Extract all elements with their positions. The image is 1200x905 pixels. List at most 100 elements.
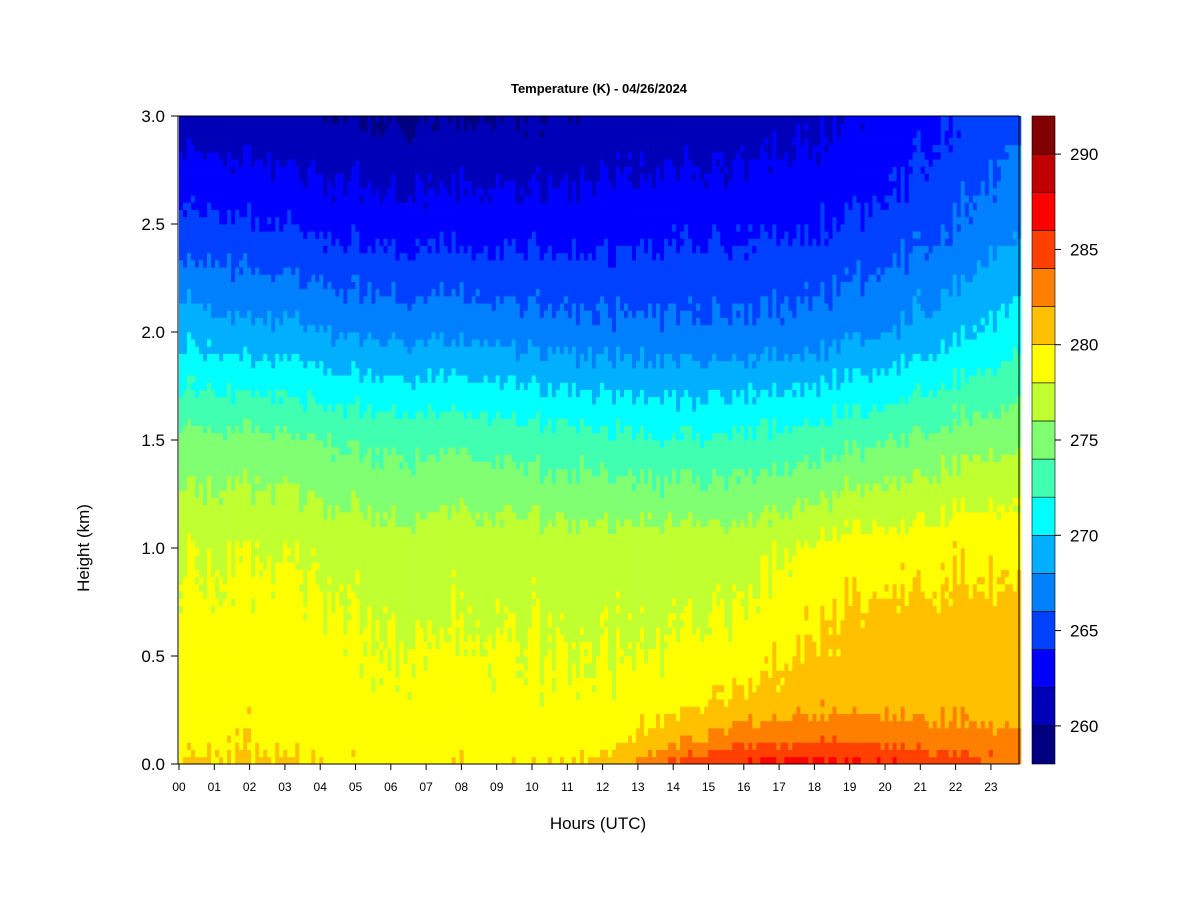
heatmap-cell [247, 188, 252, 196]
heatmap-cell [395, 756, 400, 765]
heatmap-cell [291, 684, 296, 693]
heatmap-cell [347, 490, 352, 498]
heatmap-cell [279, 432, 284, 441]
heatmap-cell [383, 512, 388, 520]
heatmap-cell [343, 454, 348, 462]
heatmap-cell [319, 130, 324, 138]
heatmap-cell [363, 188, 368, 196]
heatmap-cell [375, 490, 380, 498]
heatmap-cell [343, 432, 348, 441]
heatmap-cell [295, 195, 300, 203]
heatmap-cell [323, 605, 328, 614]
heatmap-cell [371, 382, 376, 390]
heatmap-cell [235, 576, 240, 585]
heatmap-cell [359, 562, 364, 570]
heatmap-cell [319, 512, 324, 520]
heatmap-cell [339, 641, 344, 650]
heatmap-cell [319, 684, 324, 693]
heatmap-cell [227, 152, 232, 160]
heatmap-cell [187, 634, 192, 642]
heatmap-cell [243, 188, 248, 196]
heatmap-cell [331, 706, 336, 714]
heatmap-cell [359, 425, 364, 434]
heatmap-cell [275, 598, 280, 606]
heatmap-cell [331, 555, 336, 563]
heatmap-cell [235, 396, 240, 405]
heatmap-cell [243, 468, 248, 477]
heatmap-cell [363, 245, 368, 254]
heatmap-cell [243, 389, 248, 398]
heatmap-cell [311, 116, 316, 124]
heatmap-cell [283, 562, 288, 570]
heatmap-cell [287, 540, 292, 549]
heatmap-cell [215, 756, 220, 765]
heatmap-cell [383, 303, 388, 311]
heatmap-cell [375, 692, 380, 700]
heatmap-cell [215, 144, 220, 153]
heatmap-cell [239, 526, 244, 534]
heatmap-cell [191, 440, 196, 448]
heatmap-cell [343, 490, 348, 498]
heatmap-cell [271, 490, 276, 498]
heatmap-cell [303, 123, 308, 131]
heatmap-cell [291, 670, 296, 678]
heatmap-cell [379, 375, 384, 383]
heatmap-cell [279, 512, 284, 520]
heatmap-cell [307, 339, 312, 347]
heatmap-cell [235, 569, 240, 578]
heatmap-cell [347, 713, 352, 722]
heatmap-cell [323, 699, 328, 707]
heatmap-cell [223, 490, 228, 498]
heatmap-cell [387, 432, 392, 441]
heatmap-cell [315, 699, 320, 707]
heatmap-cell [379, 749, 384, 758]
heatmap-cell [275, 468, 280, 477]
heatmap-cell [339, 605, 344, 614]
heatmap-cell [355, 706, 360, 714]
heatmap-cell [275, 216, 280, 225]
heatmap-cell [327, 670, 332, 678]
heatmap-cell [375, 216, 380, 225]
heatmap-cell [379, 368, 384, 376]
heatmap-cell [375, 720, 380, 729]
heatmap-cell [367, 195, 372, 203]
heatmap-cell [251, 490, 256, 498]
heatmap-cell [211, 440, 216, 448]
heatmap-cell [359, 166, 364, 174]
heatmap-cell [355, 540, 360, 549]
heatmap-cell [335, 418, 340, 426]
heatmap-cell [355, 144, 360, 153]
heatmap-cell [379, 188, 384, 196]
heatmap-cell [255, 432, 260, 441]
heatmap-cell [251, 569, 256, 578]
heatmap-cell [235, 677, 240, 686]
heatmap-cell [199, 627, 204, 635]
heatmap-cell [355, 454, 360, 462]
heatmap-cell [271, 620, 276, 628]
heatmap-cell [199, 339, 204, 347]
heatmap-cell [355, 375, 360, 383]
heatmap-cell [259, 418, 264, 426]
heatmap-cell [207, 562, 212, 570]
heatmap-cell [235, 519, 240, 527]
heatmap-cell [215, 540, 220, 549]
heatmap-cell [195, 756, 200, 765]
heatmap-cell [295, 612, 300, 621]
heatmap-cell [211, 418, 216, 426]
heatmap-cell [379, 281, 384, 290]
heatmap-cell [243, 411, 248, 419]
heatmap-cell [239, 490, 244, 498]
heatmap-cell [387, 382, 392, 390]
heatmap-cell [307, 224, 312, 232]
heatmap-cell [215, 267, 220, 275]
heatmap-cell [191, 569, 196, 578]
heatmap-cell [371, 569, 376, 578]
heatmap-cell [227, 238, 232, 246]
heatmap-cell [299, 245, 304, 254]
heatmap-cell [395, 728, 400, 736]
heatmap-cell [343, 360, 348, 369]
heatmap-cell [251, 533, 256, 542]
heatmap-cell [215, 512, 220, 520]
heatmap-cell [391, 324, 396, 333]
heatmap-cell [291, 440, 296, 448]
